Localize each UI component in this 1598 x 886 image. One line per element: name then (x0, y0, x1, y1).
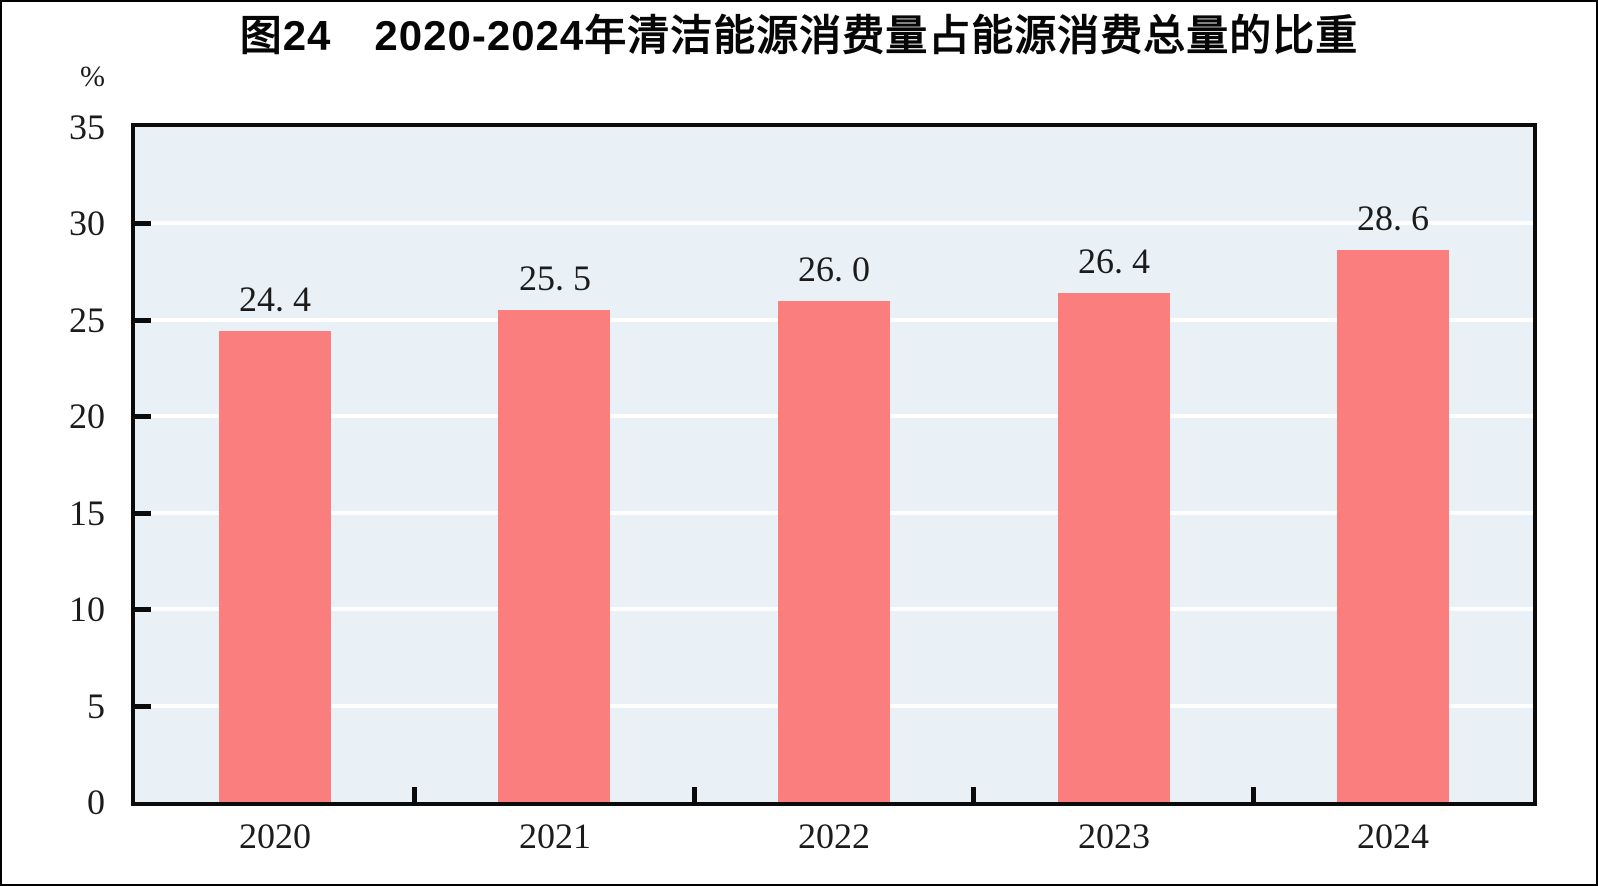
y-axis-label-20: 20 (69, 396, 105, 436)
x-axis-tick-mark-2 (692, 787, 697, 802)
bar-2020 (219, 331, 331, 802)
y-axis-label-5: 5 (87, 686, 105, 726)
y-axis-label-35: 35 (69, 107, 105, 147)
y-axis-tick-mark-25 (135, 318, 151, 323)
gridline-y-30 (135, 221, 1533, 225)
x-axis-tick-mark-4 (1251, 787, 1256, 802)
x-axis-tick-mark-3 (971, 787, 976, 802)
y-axis-label-0: 0 (87, 782, 105, 822)
chart-title: 图24 2020-2024年清洁能源消费量占能源消费总量的比重 (239, 12, 1359, 59)
bar-2022 (778, 301, 890, 802)
x-axis-tick-mark-1 (412, 787, 417, 802)
x-axis-label-2024: 2024 (1357, 816, 1429, 856)
bar-value-label-2022: 26. 0 (798, 249, 870, 289)
bar-2023 (1058, 293, 1170, 802)
y-axis-label-10: 10 (69, 589, 105, 629)
y-axis-tick-mark-5 (135, 704, 151, 709)
y-axis-unit-label: % (80, 60, 105, 93)
y-axis-label-30: 30 (69, 203, 105, 243)
plot-area: 24. 4 25. 5 26. 0 26. 4 28. 6 (131, 123, 1537, 806)
y-axis-tick-mark-20 (135, 414, 151, 419)
x-axis-label-2022: 2022 (798, 816, 870, 856)
bar-2024 (1337, 250, 1449, 802)
bar-value-label-2020: 24. 4 (239, 279, 311, 319)
bar-value-label-2024: 28. 6 (1357, 198, 1429, 238)
y-axis-tick-mark-15 (135, 511, 151, 516)
bar-2021 (498, 310, 610, 802)
y-axis-tick-labels: 0 5 10 15 20 25 30 35 (12, 107, 105, 822)
y-axis-tick-mark-10 (135, 607, 151, 612)
x-axis-tick-labels: 2020 2021 2022 2023 2024 (131, 814, 1537, 862)
x-axis-label-2023: 2023 (1078, 816, 1150, 856)
bar-value-label-2023: 26. 4 (1078, 241, 1150, 281)
bar-value-label-2021: 25. 5 (519, 258, 591, 298)
x-axis-label-2020: 2020 (239, 816, 311, 856)
x-axis-label-2021: 2021 (519, 816, 591, 856)
y-axis-tick-mark-30 (135, 221, 151, 226)
y-axis-label-15: 15 (69, 493, 105, 533)
y-axis-label-25: 25 (69, 300, 105, 340)
